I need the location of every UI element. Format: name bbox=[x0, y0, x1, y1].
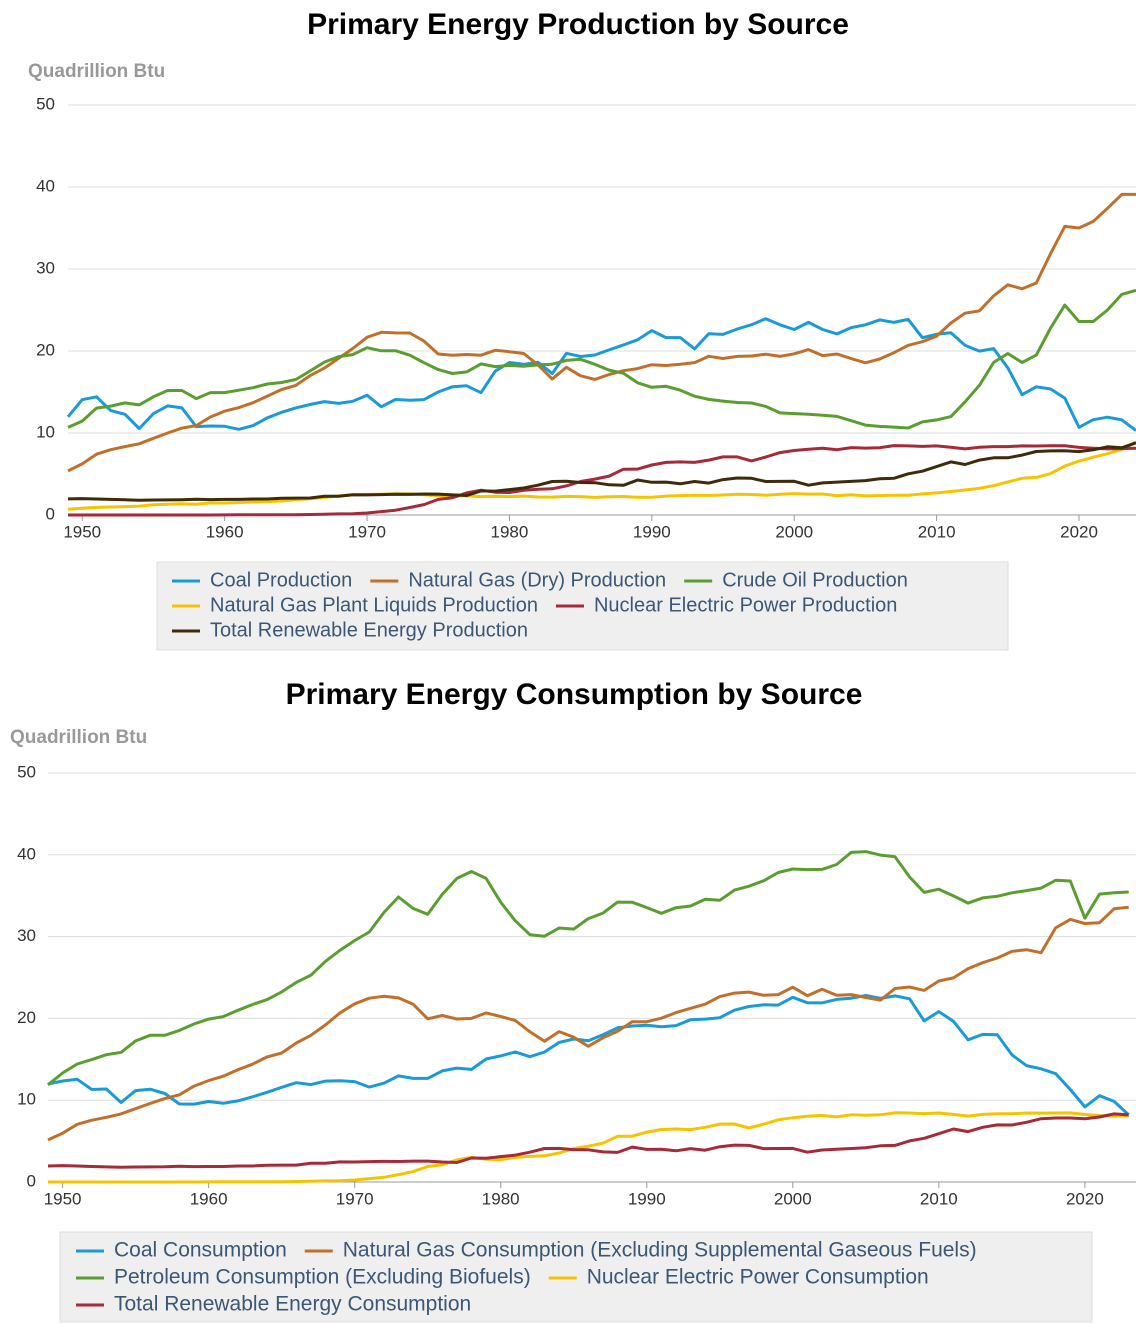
y-tick-label: 10 bbox=[17, 1090, 36, 1109]
x-tick-label: 1960 bbox=[190, 1189, 228, 1208]
y-tick-label: 50 bbox=[36, 94, 55, 113]
x-tick-label: 1990 bbox=[633, 522, 671, 541]
x-tick-label: 1980 bbox=[482, 1189, 520, 1208]
y-tick-label: 40 bbox=[17, 844, 36, 863]
x-tick-label: 1990 bbox=[628, 1189, 666, 1208]
x-tick-label: 2010 bbox=[918, 522, 956, 541]
y-tick-label: 0 bbox=[46, 504, 55, 523]
series-line bbox=[67, 192, 1136, 473]
y-tick-label: 10 bbox=[36, 422, 55, 441]
y-tick-label: 30 bbox=[17, 926, 36, 945]
legend-label: Coal Consumption bbox=[114, 1239, 287, 1262]
y-tick-label: 30 bbox=[36, 258, 55, 277]
x-tick-label: 1950 bbox=[44, 1189, 82, 1208]
legend-label: Total Renewable Energy Consumption bbox=[114, 1293, 471, 1316]
series-line bbox=[67, 440, 1136, 511]
x-tick-label: 1960 bbox=[206, 522, 244, 541]
legend-label: Natural Gas Plant Liquids Production bbox=[210, 594, 538, 616]
x-tick-label: 1950 bbox=[63, 522, 101, 541]
series-line bbox=[47, 905, 1129, 1142]
x-tick-label: 1970 bbox=[336, 1189, 374, 1208]
legend-label: Nuclear Electric Power Consumption bbox=[587, 1266, 929, 1289]
y-tick-label: 20 bbox=[17, 1008, 36, 1027]
x-tick-label: 2020 bbox=[1060, 522, 1098, 541]
legend-label: Crude Oil Production bbox=[722, 569, 908, 591]
chart-title: Primary Energy Consumption by Source bbox=[286, 678, 863, 711]
y-tick-label: 0 bbox=[27, 1171, 36, 1190]
x-tick-label: 2000 bbox=[775, 522, 813, 541]
series-line bbox=[48, 1111, 1129, 1184]
x-tick-label: 1980 bbox=[491, 522, 529, 541]
series-line bbox=[66, 317, 1136, 432]
x-tick-label: 1970 bbox=[348, 522, 386, 541]
y-axis-label: Quadrillion Btu bbox=[28, 61, 165, 82]
legend-label: Coal Production bbox=[210, 569, 352, 591]
legend-label: Nuclear Electric Power Production bbox=[594, 594, 897, 616]
y-tick-label: 20 bbox=[36, 340, 55, 359]
series-line bbox=[47, 850, 1129, 1086]
y-tick-label: 40 bbox=[36, 176, 55, 195]
x-tick-label: 2020 bbox=[1066, 1189, 1104, 1208]
legend-label: Total Renewable Energy Production bbox=[210, 619, 528, 641]
x-tick-label: 2010 bbox=[920, 1189, 958, 1208]
legend-label: Natural Gas Consumption (Excluding Suppl… bbox=[343, 1239, 977, 1262]
legend-label: Petroleum Consumption (Excluding Biofuel… bbox=[114, 1266, 531, 1289]
series-line bbox=[47, 994, 1130, 1117]
y-tick-label: 50 bbox=[17, 762, 36, 781]
legend-label: Natural Gas (Dry) Production bbox=[408, 569, 666, 591]
series-line bbox=[67, 441, 1136, 502]
series-line bbox=[67, 288, 1136, 430]
series-line bbox=[47, 1112, 1129, 1169]
chart-title: Primary Energy Production by Source bbox=[307, 8, 849, 41]
x-tick-label: 2000 bbox=[774, 1189, 812, 1208]
y-axis-label: Quadrillion Btu bbox=[10, 727, 147, 748]
series-line bbox=[68, 444, 1136, 517]
